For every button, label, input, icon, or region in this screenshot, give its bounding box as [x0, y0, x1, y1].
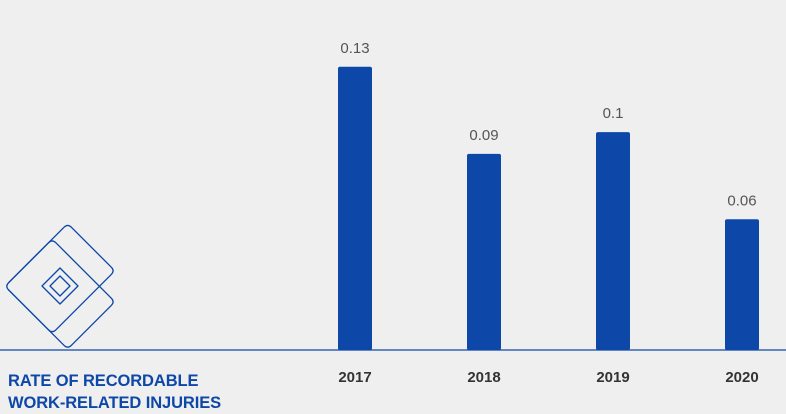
bar-2018	[467, 153, 501, 350]
value-label-2018: 0.09	[469, 127, 498, 144]
tick-label-2018: 2018	[467, 369, 500, 386]
bandage-icon	[6, 224, 114, 348]
bars-layer: 0.13 2017 0.09 2018 0.1 2019 0.06 2020	[338, 40, 759, 386]
bar-2019	[596, 132, 630, 350]
value-label-2020: 0.06	[727, 192, 756, 209]
chart-title-line-1: RATE OF RECORDABLE	[8, 372, 199, 390]
chart-title-line-2: WORK-RELATED INJURIES	[8, 394, 222, 412]
chart-title: RATE OF RECORDABLE WORK-RELATED INJURIES	[8, 370, 221, 414]
tick-label-2019: 2019	[596, 369, 629, 386]
value-label-2019: 0.1	[603, 105, 624, 122]
bar-2020	[725, 219, 759, 350]
tick-label-2017: 2017	[338, 369, 371, 386]
bar-2017	[338, 66, 372, 350]
value-label-2017: 0.13	[340, 40, 369, 57]
tick-label-2020: 2020	[725, 369, 758, 386]
